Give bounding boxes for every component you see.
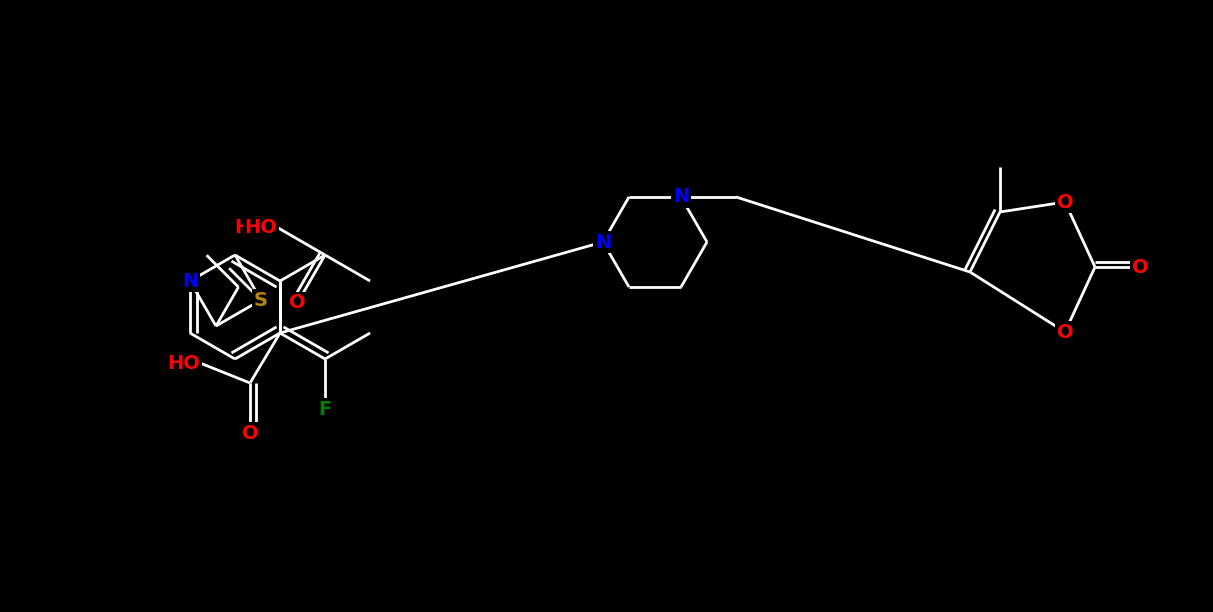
Text: HO: HO [245, 218, 278, 237]
Text: O: O [289, 293, 306, 312]
Text: O: O [241, 424, 258, 442]
Text: O: O [1057, 323, 1074, 341]
Text: N: N [182, 272, 198, 291]
Text: O: O [1132, 258, 1149, 277]
Text: F: F [319, 400, 331, 419]
Text: O: O [289, 298, 306, 317]
Text: S: S [254, 291, 268, 310]
Text: HO: HO [234, 218, 267, 237]
Text: HO: HO [167, 354, 200, 373]
Text: N: N [673, 187, 689, 206]
Text: O: O [1057, 193, 1074, 212]
Text: N: N [594, 233, 611, 252]
